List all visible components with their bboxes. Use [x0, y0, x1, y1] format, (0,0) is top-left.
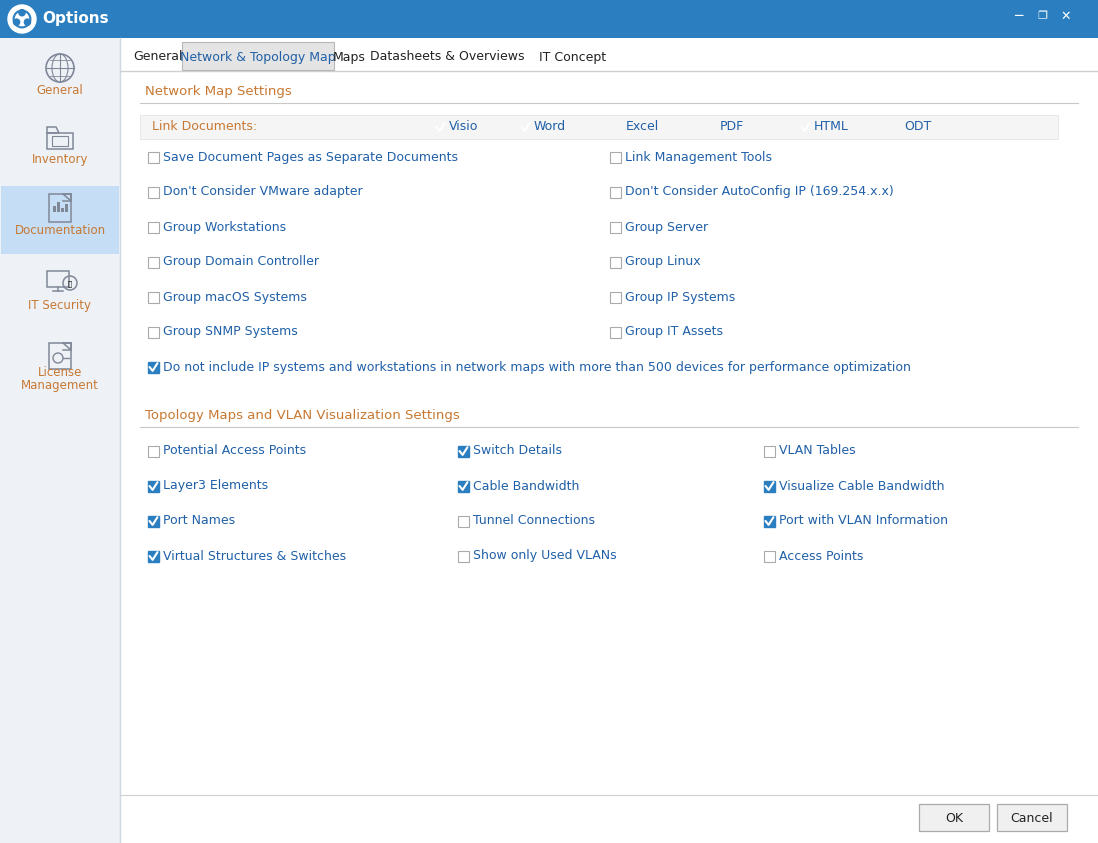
Text: Switch Details: Switch Details [473, 444, 562, 458]
FancyBboxPatch shape [148, 326, 159, 337]
Text: Access Points: Access Points [778, 550, 863, 562]
Text: General: General [133, 51, 182, 63]
Text: PDF: PDF [720, 121, 744, 133]
Text: Datasheets & Overviews: Datasheets & Overviews [370, 51, 524, 63]
Text: Network Map Settings: Network Map Settings [145, 84, 292, 98]
Text: Options: Options [42, 12, 109, 26]
FancyBboxPatch shape [148, 481, 159, 491]
Text: Documentation: Documentation [14, 223, 105, 237]
Text: Tunnel Connections: Tunnel Connections [473, 514, 595, 528]
FancyBboxPatch shape [148, 516, 159, 527]
Text: Group Linux: Group Linux [625, 255, 701, 269]
Text: Potential Access Points: Potential Access Points [163, 444, 306, 458]
Text: HTML: HTML [814, 121, 849, 133]
Text: Link Management Tools: Link Management Tools [625, 151, 772, 164]
Text: Port with VLAN Information: Port with VLAN Information [778, 514, 948, 528]
FancyBboxPatch shape [458, 481, 469, 491]
Text: ─: ─ [1013, 9, 1022, 23]
Text: Virtual Structures & Switches: Virtual Structures & Switches [163, 550, 346, 562]
Text: Group Server: Group Server [625, 221, 708, 234]
Text: Visio: Visio [449, 121, 479, 133]
FancyBboxPatch shape [148, 152, 159, 163]
FancyBboxPatch shape [1, 186, 119, 254]
Text: Layer3 Elements: Layer3 Elements [163, 480, 268, 492]
FancyBboxPatch shape [148, 256, 159, 267]
Text: License: License [37, 366, 82, 379]
FancyBboxPatch shape [141, 115, 1058, 139]
FancyBboxPatch shape [764, 481, 775, 491]
FancyBboxPatch shape [764, 550, 775, 561]
Text: Network & Topology Map: Network & Topology Map [180, 51, 336, 63]
FancyBboxPatch shape [148, 445, 159, 457]
FancyBboxPatch shape [435, 121, 446, 132]
FancyBboxPatch shape [65, 204, 68, 212]
Text: Group Workstations: Group Workstations [163, 221, 287, 234]
Text: IT Security: IT Security [29, 298, 91, 312]
Circle shape [19, 9, 25, 16]
Text: ✕: ✕ [1061, 9, 1072, 23]
FancyBboxPatch shape [182, 42, 334, 70]
FancyBboxPatch shape [148, 550, 159, 561]
FancyBboxPatch shape [919, 804, 989, 831]
FancyBboxPatch shape [610, 326, 621, 337]
Text: Group SNMP Systems: Group SNMP Systems [163, 325, 298, 339]
Circle shape [13, 19, 20, 25]
Circle shape [8, 5, 36, 33]
Text: Group Domain Controller: Group Domain Controller [163, 255, 320, 269]
Circle shape [24, 19, 31, 25]
Text: Cable Bandwidth: Cable Bandwidth [473, 480, 580, 492]
Text: General: General [36, 83, 83, 96]
FancyBboxPatch shape [0, 0, 1098, 38]
Text: ODT: ODT [904, 121, 931, 133]
FancyBboxPatch shape [890, 121, 901, 132]
FancyBboxPatch shape [0, 38, 120, 843]
Text: Don't Consider AutoConfig IP (169.254.x.x): Don't Consider AutoConfig IP (169.254.x.… [625, 185, 894, 198]
Text: Excel: Excel [626, 121, 659, 133]
Text: Word: Word [534, 121, 567, 133]
Text: Group IT Assets: Group IT Assets [625, 325, 722, 339]
FancyBboxPatch shape [57, 202, 60, 212]
Text: Group IP Systems: Group IP Systems [625, 291, 736, 303]
Text: Do not include IP systems and workstations in network maps with more than 500 de: Do not include IP systems and workstatio… [163, 361, 911, 373]
Text: Cancel: Cancel [1010, 812, 1053, 824]
FancyBboxPatch shape [764, 445, 775, 457]
Text: 🔒: 🔒 [68, 281, 72, 287]
Text: Topology Maps and VLAN Visualization Settings: Topology Maps and VLAN Visualization Set… [145, 409, 460, 422]
Text: OK: OK [945, 812, 963, 824]
FancyBboxPatch shape [148, 292, 159, 303]
FancyBboxPatch shape [148, 222, 159, 233]
FancyBboxPatch shape [610, 152, 621, 163]
FancyBboxPatch shape [612, 121, 623, 132]
FancyBboxPatch shape [148, 186, 159, 197]
FancyBboxPatch shape [706, 121, 717, 132]
Text: Show only Used VLANs: Show only Used VLANs [473, 550, 617, 562]
Text: VLAN Tables: VLAN Tables [778, 444, 855, 458]
FancyBboxPatch shape [458, 516, 469, 527]
FancyBboxPatch shape [520, 121, 531, 132]
FancyBboxPatch shape [997, 804, 1067, 831]
Text: Inventory: Inventory [32, 153, 88, 167]
Text: Don't Consider VMware adapter: Don't Consider VMware adapter [163, 185, 362, 198]
FancyBboxPatch shape [800, 121, 811, 132]
FancyBboxPatch shape [610, 256, 621, 267]
Text: Port Names: Port Names [163, 514, 235, 528]
FancyBboxPatch shape [148, 362, 159, 373]
Text: ❐: ❐ [1037, 11, 1047, 21]
Text: Management: Management [21, 379, 99, 391]
FancyBboxPatch shape [764, 516, 775, 527]
FancyBboxPatch shape [610, 292, 621, 303]
FancyBboxPatch shape [458, 550, 469, 561]
FancyBboxPatch shape [610, 222, 621, 233]
FancyBboxPatch shape [120, 38, 1098, 843]
Text: Visualize Cable Bandwidth: Visualize Cable Bandwidth [778, 480, 944, 492]
FancyBboxPatch shape [61, 208, 64, 212]
Text: IT Concept: IT Concept [539, 51, 606, 63]
Text: Group macOS Systems: Group macOS Systems [163, 291, 306, 303]
Text: Link Documents:: Link Documents: [152, 121, 257, 133]
FancyBboxPatch shape [610, 186, 621, 197]
Text: Save Document Pages as Separate Documents: Save Document Pages as Separate Document… [163, 151, 458, 164]
FancyBboxPatch shape [458, 445, 469, 457]
Text: Maps: Maps [333, 51, 366, 63]
FancyBboxPatch shape [53, 206, 56, 212]
